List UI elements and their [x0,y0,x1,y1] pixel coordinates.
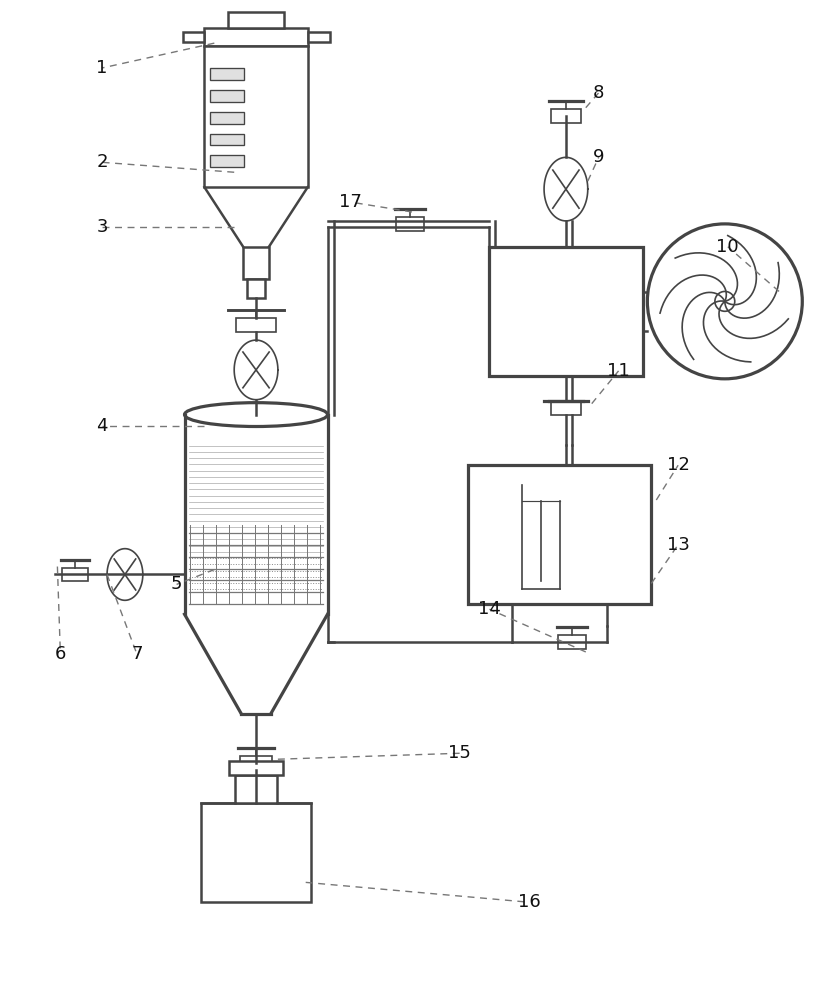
Bar [558,635,586,649]
Ellipse shape [184,403,327,427]
Bar [240,756,272,770]
Text: 3: 3 [96,218,108,236]
Bar [211,134,244,145]
Bar [235,775,277,803]
Text: 16: 16 [518,893,540,911]
Text: 10: 10 [716,238,739,256]
Bar [211,155,244,167]
Bar [243,247,269,279]
Text: 6: 6 [55,645,66,663]
Text: 7: 7 [131,645,143,663]
Text: 15: 15 [448,744,471,762]
Bar [308,32,330,42]
Circle shape [647,224,802,379]
Bar [183,32,204,42]
Bar [247,279,265,298]
Text: 2: 2 [96,153,108,171]
Bar [204,46,308,187]
Bar [228,12,284,28]
Bar [204,28,308,46]
Bar [490,247,643,376]
Bar [396,217,424,231]
Bar [551,109,581,123]
Bar [202,803,311,902]
Bar [551,401,581,415]
Circle shape [715,291,734,311]
Bar [211,68,244,80]
Text: 5: 5 [171,575,182,593]
Text: 14: 14 [478,600,501,618]
Bar [229,761,283,775]
Bar [468,465,651,604]
Bar [211,90,244,102]
Text: 13: 13 [667,536,690,554]
Text: 1: 1 [96,59,108,77]
Text: 9: 9 [593,148,605,166]
Bar [62,568,88,581]
Bar [211,112,244,124]
Text: 12: 12 [667,456,690,474]
Bar [236,318,276,332]
Text: 17: 17 [339,193,361,211]
Text: 4: 4 [96,417,108,435]
Text: 11: 11 [607,362,630,380]
Text: 8: 8 [593,84,605,102]
